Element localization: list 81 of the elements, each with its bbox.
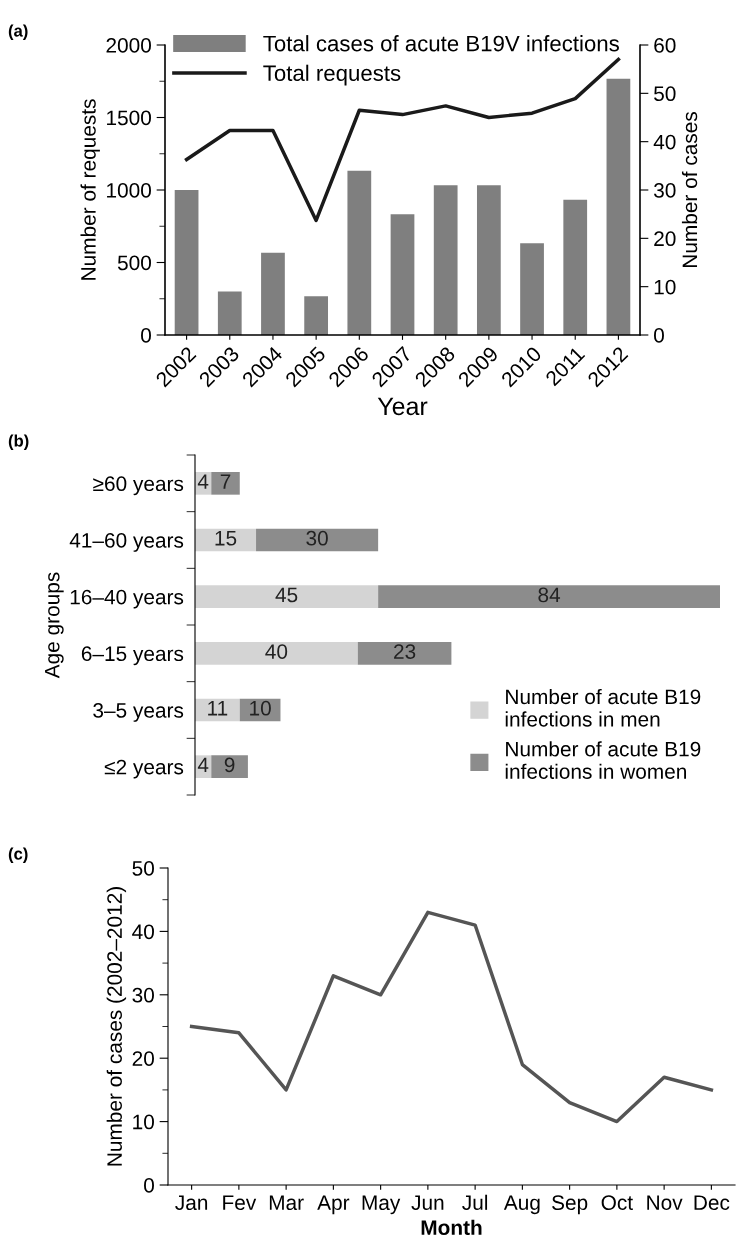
data-label: 4 [197,474,209,489]
legend-label: Total cases of acute B19V infections [263,35,619,52]
legend-label: Total requests [263,64,401,86]
y-tick-label: 41–60 years [69,533,184,552]
bar [256,528,379,552]
y-axis-title: Number of cases (2002–2012) [106,887,127,1166]
y-tick-label: 2000 [106,38,151,53]
data-label: 23 [394,644,416,659]
bar [357,642,452,665]
data-label: 9 [224,757,235,773]
bar [606,78,631,335]
y-tick-label: 1000 [107,183,151,198]
y-tick-label: 0 [144,1178,154,1193]
bar [195,585,379,608]
y2-tick-label: 50 [654,86,676,102]
y-tick-label: 500 [117,255,151,271]
x-tick-label: Jan [175,1195,208,1211]
x-tick-label: Mar [269,1195,304,1211]
x-tick-label: Oct [601,1195,633,1211]
text: (c) [8,847,28,863]
y-tick-label: 16–40 years [70,589,184,609]
y2-tick-label: 0 [654,328,664,343]
bar [476,185,501,335]
y2-tick-label: 40 [653,134,676,150]
bar [174,190,199,335]
bar [347,170,372,335]
data-label: 40 [265,644,288,659]
bar [261,252,285,335]
x-axis-title: Year [377,397,428,416]
text: (a) [8,24,28,40]
y-tick-label: 6–15 years [81,646,184,666]
bar [211,755,248,778]
y-tick-label: 40 [132,924,154,940]
y-axis-title: Number of requests [80,99,100,280]
y2-tick-label: 60 [654,38,676,53]
x-tick-label: Dec [694,1195,730,1211]
legend-label: Number of acute B19 infections in men [505,688,701,727]
x-tick-label: Sep [552,1195,588,1215]
bar [304,296,329,335]
bar [195,642,358,665]
x-tick-label: Aug [503,1195,540,1215]
line-series [189,910,714,1124]
x-tick-label: Apr [317,1195,350,1215]
y-tick-label: 50 [132,861,154,876]
data-label: 45 [275,587,298,603]
data-label: 30 [306,530,328,546]
bar [563,199,588,335]
x-tick-label: Jul [462,1194,488,1211]
data-label: 10 [250,700,271,716]
bar [520,243,544,335]
y-tick-label: ≥60 years [93,476,184,496]
x-tick-label: Nov [647,1195,683,1211]
x-tick-label: May [362,1195,401,1215]
bar [433,185,458,335]
x-tick-label: Jun [411,1195,444,1211]
legend-label: Number of acute B19 infections in women [505,741,701,779]
y2-axis-title: Number of cases [681,112,698,268]
y-axis-title: Age groups [45,572,64,679]
text: (b) [8,434,29,450]
y-tick-label: ≤2 years [104,759,184,779]
x-tick-label: Fev [223,1195,257,1211]
bar [390,214,415,335]
y-tick-label: 20 [132,1051,154,1066]
y-tick-label: 1500 [107,110,151,126]
line-series [184,57,621,223]
y2-tick-label: 30 [653,183,676,198]
data-label: 4 [197,757,209,773]
data-label: 15 [215,531,237,546]
bar [211,472,240,495]
y-tick-label: 30 [132,987,154,1003]
y2-tick-label: 10 [654,279,676,295]
data-label: 11 [208,701,228,716]
y-tick-label: 10 [133,1114,154,1130]
y2-tick-label: 20 [654,231,676,247]
y-tick-label: 0 [141,328,151,343]
x-axis-title: Month [421,1219,482,1235]
bar [217,291,242,335]
y-tick-label: 3–5 years [93,703,184,722]
data-label: 84 [538,587,561,603]
bar [378,585,720,608]
data-label: 7 [220,474,231,489]
